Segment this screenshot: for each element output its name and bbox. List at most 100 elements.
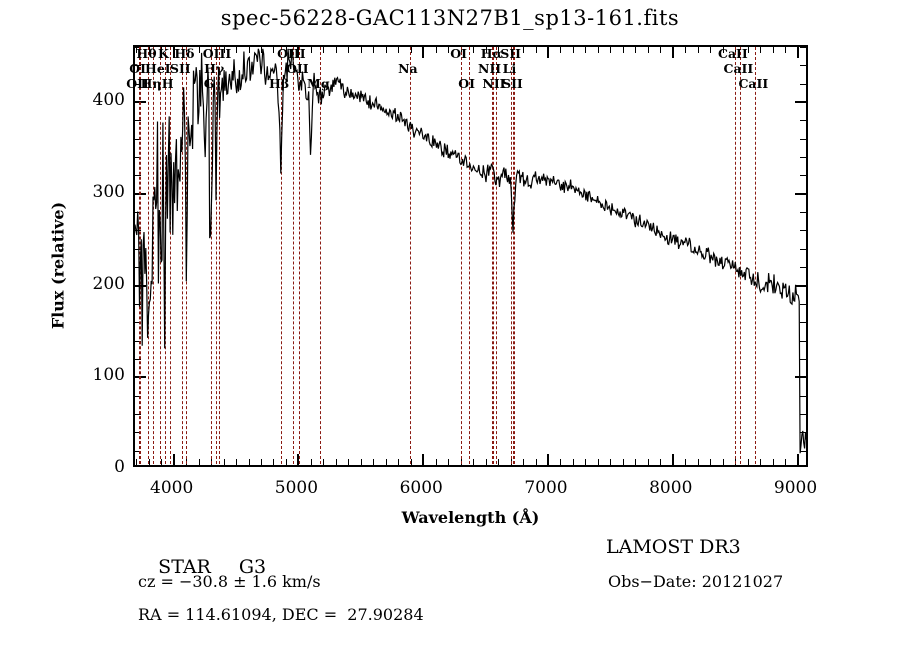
x-tick-major-top	[671, 47, 674, 58]
x-tick-major	[172, 454, 175, 465]
y-tick-minor-right	[800, 83, 806, 85]
y-tick-minor	[135, 303, 141, 305]
spectral-line-marker	[320, 47, 322, 465]
spectral-line-marker	[491, 47, 493, 465]
spectral-line-marker	[218, 47, 220, 465]
x-tick-label: 5000	[274, 478, 319, 498]
spectral-line-label: NII	[482, 76, 506, 91]
spectral-line-label: Hθ	[136, 46, 157, 61]
y-tick-label: 300	[92, 181, 125, 202]
x-tick-minor-top	[236, 47, 238, 53]
x-tick-minor-top	[360, 47, 362, 53]
y-tick-minor	[135, 432, 141, 434]
x-tick-minor	[261, 459, 263, 465]
spectral-line-label: K	[158, 46, 169, 61]
y-tick-minor-right	[800, 413, 806, 415]
y-tick-minor	[135, 230, 141, 232]
x-tick-minor	[685, 459, 687, 465]
x-tick-minor	[560, 459, 562, 465]
x-tick-minor	[385, 459, 387, 465]
x-tick-minor-top	[285, 47, 287, 53]
spectral-line-label: OI	[458, 76, 475, 91]
x-tick-minor	[348, 459, 350, 465]
x-tick-minor-top	[198, 47, 200, 53]
x-tick-minor-top	[772, 47, 774, 53]
x-tick-minor	[198, 459, 200, 465]
spectral-line-marker	[293, 47, 295, 465]
spectral-line-marker	[468, 47, 470, 465]
x-tick-minor-top	[660, 47, 662, 53]
spectral-class-text: G3	[238, 556, 267, 578]
y-tick-minor	[135, 322, 141, 324]
x-tick-minor	[585, 459, 587, 465]
y-tick-minor-right	[800, 65, 806, 67]
x-tick-minor	[473, 459, 475, 465]
footer-cz: cz = −30.8 ± 1.6 km/s	[138, 572, 321, 591]
spectral-line-label: Na	[398, 61, 418, 76]
spectral-line-label: Mg	[306, 76, 330, 91]
y-tick-major-right	[795, 101, 806, 104]
spectral-line-marker	[511, 47, 513, 465]
spectral-line-label: OIII	[277, 46, 306, 61]
object-type-text: STAR	[158, 556, 211, 578]
y-tick-minor	[135, 65, 141, 67]
footer-obs-date: Obs−Date: 20121027	[608, 572, 784, 591]
spectral-line-label: CaII	[738, 76, 769, 91]
x-tick-label: 4000	[150, 478, 194, 498]
x-tick-minor	[660, 459, 662, 465]
x-tick-minor-top	[223, 47, 225, 53]
x-tick-minor-top	[485, 47, 487, 53]
spectral-line-label: SII	[169, 61, 191, 76]
spectral-line-label: Hη	[140, 76, 162, 91]
y-tick-minor	[135, 413, 141, 415]
footer-coords: RA = 114.61094, DEC = 27.90284	[138, 605, 424, 624]
spectral-line-marker	[409, 47, 411, 465]
spectral-line-label: G	[203, 76, 215, 91]
spectral-line-label: CaII	[718, 46, 748, 61]
spectral-line-label: OI	[450, 46, 468, 61]
spectral-line-marker	[281, 47, 283, 465]
y-tick-minor-right	[800, 248, 806, 250]
spectral-line-marker	[139, 47, 141, 465]
x-tick-minor-top	[622, 47, 624, 53]
x-tick-major-top	[422, 47, 425, 58]
x-tick-minor-top	[747, 47, 749, 53]
spectral-line-label: NII	[478, 61, 502, 76]
x-tick-minor	[335, 459, 337, 465]
y-tick-minor	[135, 175, 141, 177]
x-tick-minor-top	[635, 47, 637, 53]
y-tick-minor-right	[800, 303, 806, 305]
y-tick-minor	[135, 138, 141, 140]
x-tick-minor-top	[510, 47, 512, 53]
spectral-line-label: OII	[126, 76, 149, 91]
x-tick-minor-top	[697, 47, 699, 53]
x-axis-title: Wavelength (Å)	[401, 508, 540, 527]
footer-object-type: STAR G3	[134, 534, 266, 600]
x-tick-minor-top	[610, 47, 612, 53]
x-tick-major-top	[546, 47, 549, 58]
plot-frame	[133, 45, 808, 467]
x-tick-minor	[398, 459, 400, 465]
x-tick-minor	[722, 459, 724, 465]
x-tick-minor-top	[373, 47, 375, 53]
spectral-line-label: SII	[502, 76, 523, 91]
x-tick-minor-top	[410, 47, 412, 53]
x-tick-minor-top	[710, 47, 712, 53]
x-tick-minor-top	[248, 47, 250, 53]
x-tick-minor-top	[785, 47, 787, 53]
x-tick-minor-top	[560, 47, 562, 53]
x-tick-minor	[373, 459, 375, 465]
x-tick-minor-top	[335, 47, 337, 53]
y-tick-minor	[135, 157, 141, 159]
y-tick-minor	[135, 395, 141, 397]
x-tick-minor-top	[498, 47, 500, 53]
x-tick-major	[297, 454, 300, 465]
x-tick-minor-top	[273, 47, 275, 53]
x-tick-label: 8000	[649, 478, 693, 498]
y-tick-minor-right	[800, 47, 806, 48]
spectral-line-label: OIII	[202, 46, 232, 61]
spectral-line-marker	[514, 47, 516, 465]
x-tick-minor	[647, 459, 649, 465]
x-tick-minor	[610, 459, 612, 465]
spectral-line-label: CaII	[723, 61, 754, 76]
